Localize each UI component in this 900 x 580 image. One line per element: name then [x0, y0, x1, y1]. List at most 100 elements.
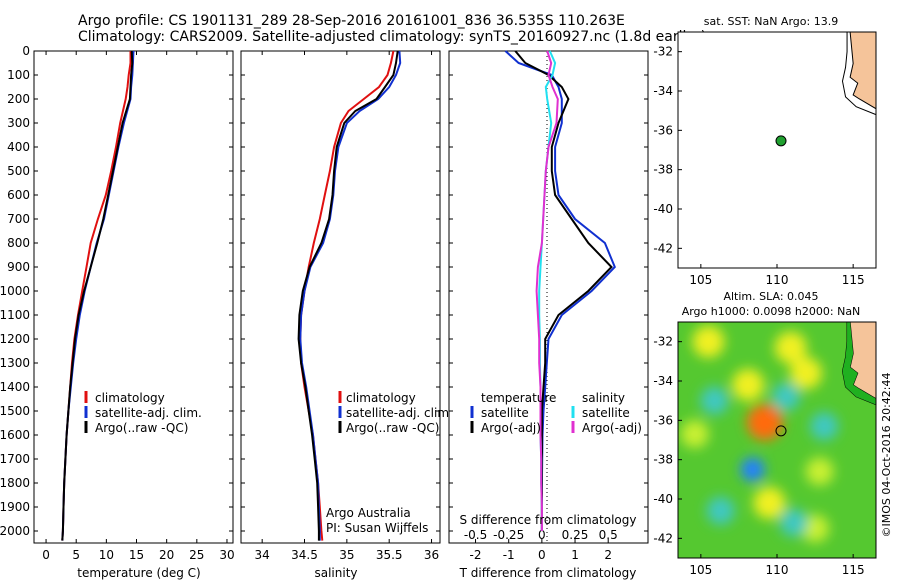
lat-tick-label: -42: [653, 241, 673, 255]
lat-tick-label: -32: [653, 335, 673, 349]
depth-tick-label: 800: [7, 236, 30, 250]
x-tick-label: -2: [470, 548, 482, 562]
sla-anomaly: [732, 368, 765, 401]
credit-pi: PI: Susan Wijffels: [326, 521, 428, 535]
sla-anomaly: [746, 404, 783, 441]
s-tick-label: -0.5: [464, 528, 487, 542]
sla-anomaly: [774, 331, 807, 364]
sla-anomaly: [753, 486, 786, 519]
x-tick-label: 2: [604, 548, 612, 562]
lon-tick-label: 105: [689, 273, 712, 287]
legend-label-t-argo: Argo(-adj): [481, 421, 541, 435]
credit-argo-australia: Argo Australia: [326, 506, 411, 520]
x-tick-label: 34.5: [291, 548, 318, 562]
location-map: sat. SST: NaN Argo: 13.9 105 110 115 -32 -34…: [653, 15, 877, 287]
argo-float-marker: [775, 135, 787, 147]
depth-tick-label: 1600: [0, 428, 30, 442]
depth-tick-label: 200: [7, 92, 30, 106]
depth-tick-label: 700: [7, 212, 30, 226]
temperature-panel: 0100200300400500600700800900100011001200…: [0, 44, 235, 580]
temperature-axis-label: temperature (deg C): [77, 566, 200, 580]
sla-anomaly: [805, 457, 834, 486]
x-tick-label: 0: [42, 548, 50, 562]
depth-tick-label: 1800: [0, 476, 30, 490]
depth-tick-label: 900: [7, 260, 30, 274]
lat-tick-label: -32: [653, 45, 673, 59]
s-tick-label: -0.25: [493, 528, 524, 542]
lat-tick-label: -34: [653, 374, 673, 388]
depth-tick-label: 1500: [0, 404, 30, 418]
lat-tick-label: -38: [653, 163, 673, 177]
legend-label-s-argo: Argo(-adj): [582, 421, 642, 435]
argo-float-marker: [775, 425, 787, 437]
x-tick-label: 5: [72, 548, 80, 562]
series-argo-raw-qc: [297, 50, 399, 541]
salinity-panel: 34 34.5 35 35.5 36 salinity climatology sate…: [240, 50, 453, 580]
s-difference-axis-label: S difference from climatology: [460, 513, 637, 527]
depth-tick-label: 2000: [0, 524, 30, 538]
sla-anomaly: [706, 496, 735, 525]
map2-title2: Argo h1000: 0.0098 h2000: NaN: [682, 305, 861, 318]
depth-tick-label: 500: [7, 164, 30, 178]
altimetry-map: Altim. SLA: 0.045 Argo h1000: 0.0098 h20…: [653, 290, 877, 577]
depth-tick-label: 1300: [0, 356, 30, 370]
temperature-legend: climatology satellite-adj. clim. Argo(..…: [84, 391, 202, 435]
s-tick-label: 0.25: [562, 528, 589, 542]
x-tick-label: 35.5: [376, 548, 403, 562]
legend-label-satellite: satellite-adj. clim.: [346, 406, 453, 420]
t-difference-axis-label: T difference from climatology: [459, 566, 637, 580]
lat-tick-label: -36: [653, 123, 673, 137]
lat-tick-label: -42: [653, 531, 673, 545]
lat-tick-label: -36: [653, 413, 673, 427]
depth-tick-label: 0: [22, 44, 30, 58]
sla-anomaly: [772, 382, 801, 411]
lat-tick-label: -40: [653, 202, 673, 216]
depth-tick-label: 400: [7, 140, 30, 154]
depth-tick-label: 600: [7, 188, 30, 202]
difference-panel: -2 -1 0 1 2 -0.5 -0.25 0 0.25 0.5 T difference fr…: [448, 50, 649, 580]
x-tick-label: 15: [129, 548, 144, 562]
map2-title1: Altim. SLA: 0.045: [723, 290, 818, 303]
depth-tick-label: 1000: [0, 284, 30, 298]
depth-tick-label: 1100: [0, 308, 30, 322]
australia-land: [849, 31, 877, 110]
legend-label-argo: Argo(..raw -QC): [95, 421, 188, 435]
sla-anomaly: [700, 386, 729, 415]
depth-tick-label: 1200: [0, 332, 30, 346]
legend-label-argo: Argo(..raw -QC): [346, 421, 439, 435]
sla-anomaly: [692, 325, 725, 358]
lon-tick-label: 110: [766, 273, 789, 287]
x-tick-label: 1: [571, 548, 579, 562]
depth-tick-label: 300: [7, 116, 30, 130]
header-line2: Climatology: CARS2009. Satellite-adjuste…: [78, 29, 706, 45]
sla-anomaly: [779, 508, 808, 537]
x-tick-label: -1: [503, 548, 515, 562]
difference-legend: temperature satellite Argo(-adj) salinit…: [470, 391, 642, 435]
sla-anomaly: [680, 420, 709, 449]
sla-anomaly: [789, 357, 822, 390]
x-tick-label: 10: [99, 548, 114, 562]
series-argo-raw-qc: [61, 50, 134, 541]
series-temperature-argo-adj: [514, 50, 613, 531]
legend-label-t-satellite: satellite: [481, 406, 529, 420]
lat-tick-label: -38: [653, 453, 673, 467]
lon-tick-label: 110: [766, 563, 789, 577]
lat-tick-label: -34: [653, 84, 673, 98]
series-salinity-argo-adj: [535, 50, 559, 531]
depth-tick-label: 1700: [0, 452, 30, 466]
salinity-axis-label: salinity: [314, 566, 357, 580]
x-tick-label: 25: [189, 548, 204, 562]
depth-tick-label: 1400: [0, 380, 30, 394]
x-tick-label: 36: [424, 548, 439, 562]
legend-label-satellite: satellite-adj. clim.: [95, 406, 202, 420]
legend-label-climatology: climatology: [95, 391, 165, 405]
s-tick-label: 0: [538, 528, 546, 542]
x-tick-label: 20: [159, 548, 174, 562]
salinity-legend: climatology satellite-adj. clim. Argo(..…: [338, 391, 453, 435]
lat-tick-label: -40: [653, 492, 673, 506]
x-tick-label: 34: [255, 548, 270, 562]
shelf-contour: [841, 32, 877, 116]
sla-anomaly: [740, 457, 765, 482]
legend-label-s-satellite: satellite: [582, 406, 630, 420]
x-tick-label: 0: [538, 548, 546, 562]
